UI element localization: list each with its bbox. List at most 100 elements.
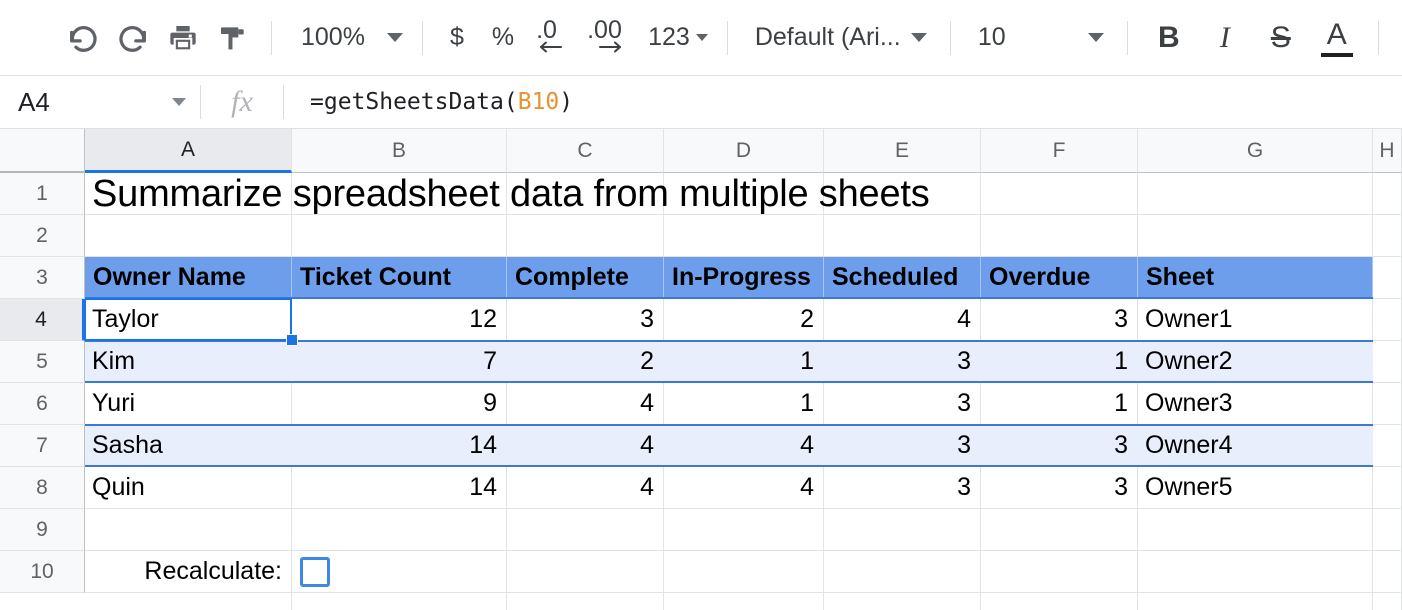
font-family-selector[interactable]: Default (Ari... [741,15,937,61]
formula-bar-divider [200,85,201,119]
table-header-cell[interactable]: In-Progress [664,257,824,298]
column-header-h[interactable]: H [1373,129,1402,173]
data-cell[interactable]: Owner2 [1145,347,1233,375]
formula-suffix: ) [559,89,574,115]
data-cell[interactable]: 4 [800,431,814,459]
bold-button[interactable]: B [1157,20,1180,54]
grid-column-line [291,173,292,610]
data-cell[interactable]: 3 [1114,431,1128,459]
currency-format-button[interactable]: $ [449,23,464,51]
data-cell[interactable]: Kim [92,347,136,375]
text-color-button[interactable]: A [1309,12,1365,64]
data-cell[interactable]: Owner5 [1145,473,1233,501]
data-cell[interactable]: 14 [469,473,497,501]
table-header-cell[interactable]: Sheet [1138,257,1373,298]
column-header-f[interactable]: F [981,129,1138,173]
toolbar-divider [1126,20,1128,55]
row-header-10[interactable]: 10 [0,551,85,593]
number-format-value: 123 [648,23,690,51]
row-header-6[interactable]: 6 [0,383,85,425]
data-cell[interactable]: Owner3 [1145,389,1233,417]
column-header-d[interactable]: D [664,129,824,173]
grid-row-line [85,256,1402,257]
chevron-down-icon [695,34,708,41]
redo-button[interactable] [108,13,158,63]
data-cell[interactable]: 14 [469,431,497,459]
decrease-decimal-button[interactable]: .0 [528,13,580,63]
table-border-line [85,465,1373,467]
data-cell[interactable]: 3 [957,431,971,459]
table-header-cell[interactable]: Overdue [981,257,1138,298]
undo-button[interactable] [58,13,108,63]
data-cell[interactable]: Taylor [92,305,159,333]
row-header-7[interactable]: 7 [0,425,85,467]
formula-input[interactable]: =getSheetsData(B10) [284,76,1402,129]
data-cell[interactable]: 2 [800,305,814,333]
table-header-cell[interactable]: Complete [507,257,664,298]
italic-button[interactable]: I [1219,20,1230,54]
data-cell[interactable]: 9 [483,389,497,417]
data-cell[interactable]: 1 [800,389,814,417]
print-button[interactable] [158,13,208,63]
data-cell[interactable]: Quin [92,473,145,501]
data-cell[interactable]: 3 [957,473,971,501]
column-header-b[interactable]: B [292,129,507,173]
data-cell[interactable]: 2 [640,347,654,375]
increase-decimal-button[interactable]: .00 [580,13,640,63]
function-icon[interactable]: fx [231,85,253,118]
paint-format-button[interactable] [208,13,258,63]
zoom-value: 100% [301,23,365,51]
table-header-cell[interactable]: Owner Name [85,257,292,298]
row-header-column: 1 2 3 4 5 6 7 8 9 10 [0,173,85,610]
data-cell[interactable]: 1 [1114,347,1128,375]
column-header-c[interactable]: C [507,129,664,173]
percent-format-button[interactable]: % [491,23,515,51]
fill-handle[interactable] [286,334,298,346]
column-header-g[interactable]: G [1138,129,1373,173]
data-cell[interactable]: Yuri [92,389,136,417]
row-header-1[interactable]: 1 [0,173,85,215]
data-cell[interactable]: 3 [957,389,971,417]
data-cell[interactable]: 3 [640,305,654,333]
data-cell[interactable]: 4 [640,431,654,459]
column-header-a[interactable]: A [85,129,292,173]
table-header-cell[interactable]: Scheduled [824,257,981,298]
column-header-e[interactable]: E [824,129,981,173]
row-header-4[interactable]: 4 [0,299,85,341]
row-header-9[interactable]: 9 [0,509,85,551]
data-cell[interactable]: 1 [800,347,814,375]
data-cell[interactable]: Owner4 [1145,431,1233,459]
data-cell[interactable]: 3 [957,347,971,375]
data-cell[interactable]: 12 [469,305,497,333]
toolbar: 100% $ % .0 .00 123 Default (Ari... 10 [0,0,1402,76]
select-all-corner[interactable] [0,129,85,173]
number-format-selector[interactable]: 123 [640,16,714,60]
title-cell-a1[interactable]: Summarize spreadsheet data from multiple… [92,173,930,215]
row-header-3[interactable]: 3 [0,257,85,299]
data-cell[interactable]: Sasha [92,431,163,459]
row-header-5[interactable]: 5 [0,341,85,383]
data-cell[interactable]: 7 [483,347,497,375]
data-cell[interactable]: 4 [640,473,654,501]
font-family-value: Default (Ari... [754,23,901,51]
font-size-selector[interactable]: 10 [964,15,1114,61]
data-cell[interactable]: Owner1 [1145,305,1233,333]
print-icon [167,22,199,54]
strikethrough-button[interactable]: S [1270,20,1291,54]
row-header-8[interactable]: 8 [0,467,85,509]
name-box[interactable]: A4 [0,76,200,129]
data-cell[interactable]: 4 [640,389,654,417]
recalculate-checkbox[interactable] [300,557,330,587]
recalculate-label: Recalculate: [144,557,282,585]
data-cell[interactable]: 3 [1114,305,1128,333]
data-cell[interactable]: 4 [957,305,971,333]
data-cell[interactable]: 1 [1114,389,1128,417]
data-cell[interactable]: 4 [800,473,814,501]
table-header-cell[interactable]: Ticket Count [292,257,507,298]
row-header-2[interactable]: 2 [0,215,85,257]
formula-bar-divider [283,85,284,119]
data-cell[interactable]: 3 [1114,473,1128,501]
zoom-selector[interactable]: 100% [285,16,409,60]
chevron-down-icon [1087,33,1104,42]
chevron-down-icon [386,33,403,42]
